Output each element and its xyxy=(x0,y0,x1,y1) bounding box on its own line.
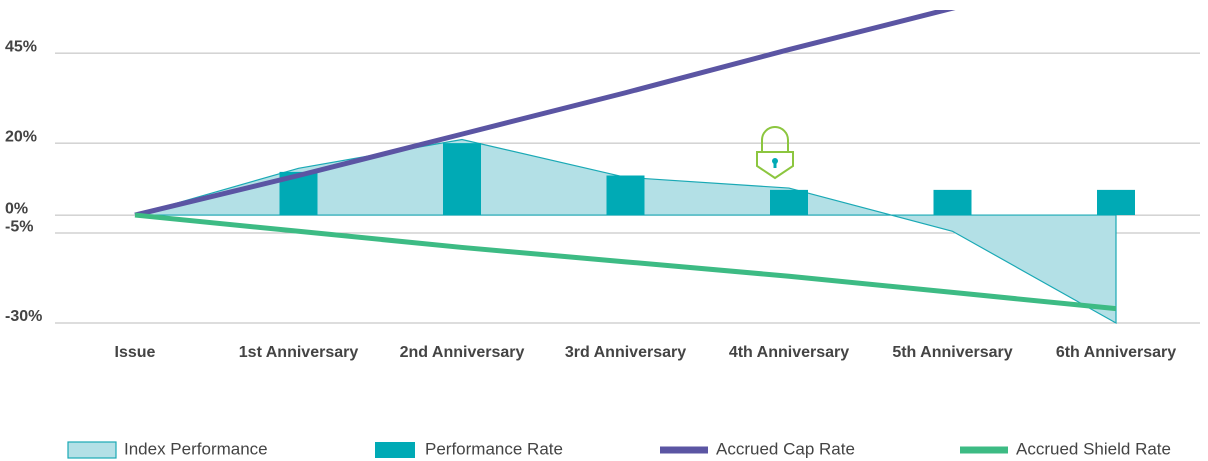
bar xyxy=(1097,189,1135,216)
bar xyxy=(770,189,808,216)
legend-swatch xyxy=(375,442,415,458)
bar xyxy=(443,143,481,216)
x-tick-label: 1st Anniversary xyxy=(238,344,359,361)
lock-icon xyxy=(756,126,794,180)
x-tick-label: 6th Anniversary xyxy=(1055,344,1177,361)
line xyxy=(134,10,956,218)
legend-label: Performance Rate xyxy=(425,439,563,458)
x-tick-label: 2nd Anniversary xyxy=(399,344,525,361)
line xyxy=(134,212,1117,312)
x-tick-label: 4th Anniversary xyxy=(728,344,850,361)
bar xyxy=(933,189,972,216)
y-tick-label: -30% xyxy=(5,308,42,325)
area xyxy=(134,138,1117,325)
legend-swatch xyxy=(67,441,117,459)
y-tick-label: 0% xyxy=(5,200,28,217)
y-tick-label: 45% xyxy=(5,38,37,55)
x-tick-label: Issue xyxy=(114,344,156,361)
x-tick-label: 3rd Anniversary xyxy=(564,344,687,361)
bar xyxy=(606,175,645,216)
legend-label: Index Performance xyxy=(124,439,268,458)
legend-label: Accrued Shield Rate xyxy=(1016,439,1171,458)
legend-label: Accrued Cap Rate xyxy=(716,439,855,458)
y-tick-label: 20% xyxy=(5,128,37,145)
x-tick-label: 5th Anniversary xyxy=(892,344,1013,361)
y-tick-label: -5% xyxy=(5,218,33,235)
